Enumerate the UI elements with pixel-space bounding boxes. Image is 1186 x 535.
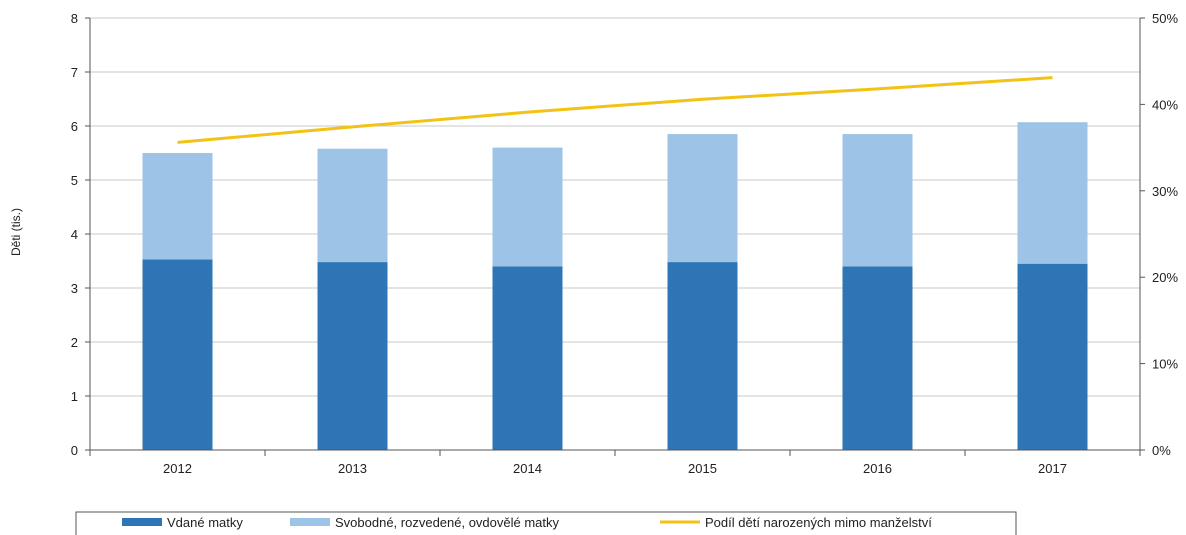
left-axis-ticks: 0 1 2 3 4 5 6 7 8 [71, 11, 90, 458]
bar [1018, 264, 1088, 450]
left-tick-label: 3 [71, 281, 78, 296]
left-tick-label: 7 [71, 65, 78, 80]
legend-label: Vdané matky [167, 515, 243, 530]
bar [493, 266, 563, 450]
legend-swatch [290, 518, 330, 526]
legend-swatch [122, 518, 162, 526]
bar [143, 259, 213, 450]
left-tick-label: 1 [71, 389, 78, 404]
right-tick-label: 50% [1152, 11, 1178, 26]
x-tick-label: 2014 [513, 461, 542, 476]
bar [1018, 122, 1088, 263]
left-tick-label: 4 [71, 227, 78, 242]
x-tick-label: 2017 [1038, 461, 1067, 476]
x-tick-label: 2012 [163, 461, 192, 476]
line-series-path [178, 78, 1053, 143]
x-tick-label: 2016 [863, 461, 892, 476]
legend-label: Podíl dětí narozených mimo manželství [705, 515, 932, 530]
left-tick-label: 2 [71, 335, 78, 350]
x-tick-label: 2013 [338, 461, 367, 476]
right-tick-label: 20% [1152, 270, 1178, 285]
right-tick-label: 30% [1152, 184, 1178, 199]
legend: Vdané matky Svobodné, rozvedené, ovdovělé… [76, 512, 1016, 535]
legend-label: Svobodné, rozvedené, ovdovělé matky [335, 515, 560, 530]
left-tick-label: 6 [71, 119, 78, 134]
right-tick-label: 0% [1152, 443, 1171, 458]
bar [318, 262, 388, 450]
right-tick-label: 10% [1152, 357, 1178, 372]
bar [143, 153, 213, 259]
bar [493, 148, 563, 267]
gridlines [90, 18, 1140, 396]
right-axis-ticks: 0% 10% 20% 30% 40% 50% [1140, 11, 1178, 458]
left-tick-label: 8 [71, 11, 78, 26]
x-tick-label: 2015 [688, 461, 717, 476]
y-axis-title: Děti (tis.) [9, 208, 23, 256]
left-tick-label: 5 [71, 173, 78, 188]
line-series [178, 78, 1053, 143]
bars [143, 122, 1088, 450]
left-tick-label: 0 [71, 443, 78, 458]
bar [843, 134, 913, 266]
bar [668, 134, 738, 262]
x-axis-ticks: 2012 2013 2014 2015 2016 2017 [90, 450, 1140, 476]
bar [318, 149, 388, 262]
bar [843, 266, 913, 450]
right-tick-label: 40% [1152, 97, 1178, 112]
bar [668, 262, 738, 450]
